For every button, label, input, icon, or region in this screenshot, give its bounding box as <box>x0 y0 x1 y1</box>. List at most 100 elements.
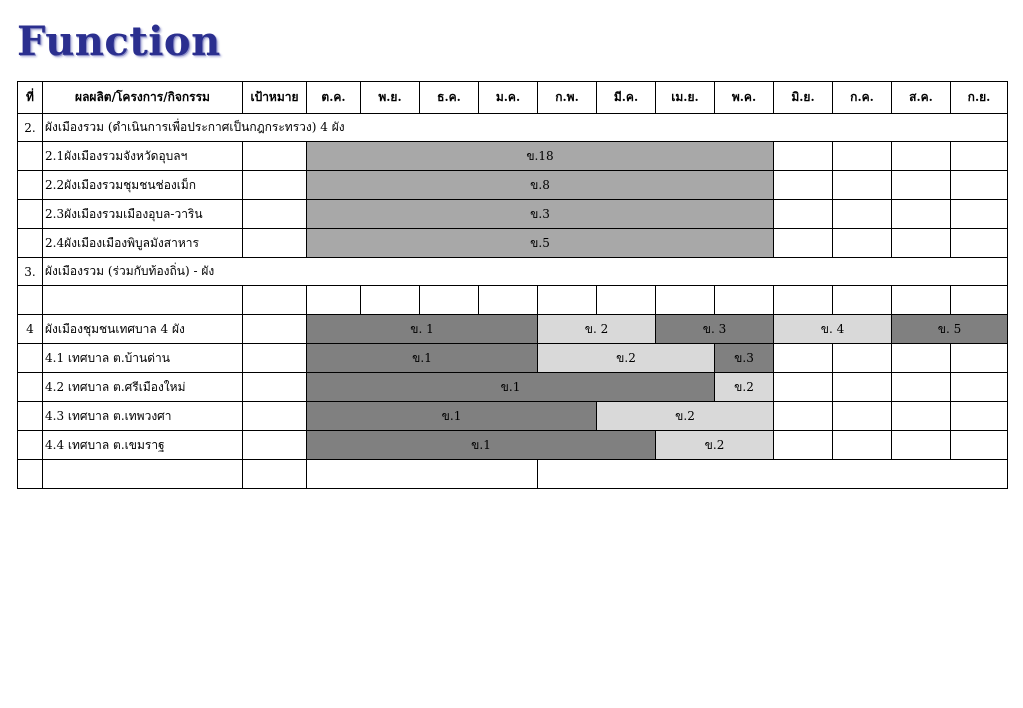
empty-cell <box>773 285 833 315</box>
table-row <box>17 285 1008 315</box>
empty-cell <box>773 170 833 200</box>
empty-cell <box>306 285 361 315</box>
empty-cell <box>17 199 43 229</box>
table-row: 4.4 เทศบาล ต.เขมราฐ ข.1 ข.2 <box>17 430 1008 460</box>
header-month: ก.ค. <box>832 81 892 114</box>
timeline-bar: ข.1 <box>306 430 656 460</box>
row-label: 2.1ผังเมืองรวมจังหวัดอุบลฯ <box>42 141 243 171</box>
table-row: 4.2 เทศบาล ต.ศรีเมืองใหม่ ข.1 ข.2 <box>17 372 1008 402</box>
empty-cell <box>242 285 307 315</box>
empty-cell <box>891 228 951 258</box>
empty-cell <box>832 430 892 460</box>
header-row: ที่ ผลผลิต/โครงการ/กิจกรรม เป้าหมาย ต.ค.… <box>17 81 1008 114</box>
empty-cell <box>891 170 951 200</box>
timeline-bar: ข.3 <box>714 343 774 373</box>
empty-cell <box>42 459 243 489</box>
empty-cell <box>419 285 479 315</box>
timeline-bar: ข. 5 <box>891 314 1008 344</box>
table-row: 2.3ผังเมืองรวมเมืองอุบล-วาริน ข.3 <box>17 199 1008 229</box>
section-label: ผังเมืองรวม (ดำเนินการเพื่อประกาศเป็นกฎก… <box>42 113 1008 142</box>
empty-cell <box>306 459 538 489</box>
empty-cell <box>714 285 774 315</box>
header-month: ต.ค. <box>306 81 361 114</box>
empty-cell <box>950 285 1008 315</box>
timeline-bar: ข.1 <box>306 343 538 373</box>
timeline-bar: ข.2 <box>714 372 774 402</box>
target-cell <box>242 170 307 200</box>
header-month: ก.ย. <box>950 81 1008 114</box>
timeline-bar: ข. 2 <box>537 314 656 344</box>
timeline-bar: ข.3 <box>306 199 774 229</box>
empty-cell <box>891 401 951 431</box>
empty-cell <box>950 430 1008 460</box>
header-no: ที่ <box>17 81 43 114</box>
empty-cell <box>773 401 833 431</box>
empty-cell <box>950 141 1008 171</box>
row-label: 4.1 เทศบาล ต.บ้านด่าน <box>42 343 243 373</box>
target-cell <box>242 401 307 431</box>
timeline-bar: ข.5 <box>306 228 774 258</box>
timeline-bar: ข.2 <box>596 401 774 431</box>
timeline-bar: ข.2 <box>537 343 715 373</box>
empty-cell <box>891 372 951 402</box>
section-number: 3. <box>17 257 43 286</box>
empty-cell <box>537 459 1008 489</box>
header-month: มี.ค. <box>596 81 656 114</box>
empty-cell <box>655 285 715 315</box>
timeline-bar: ข.18 <box>306 141 774 171</box>
target-cell <box>242 430 307 460</box>
header-month: ส.ค. <box>891 81 951 114</box>
target-cell <box>242 199 307 229</box>
empty-cell <box>17 372 43 402</box>
empty-cell <box>773 430 833 460</box>
empty-cell <box>596 285 656 315</box>
empty-cell <box>832 401 892 431</box>
empty-cell <box>17 170 43 200</box>
row-label: 4.2 เทศบาล ต.ศรีเมืองใหม่ <box>42 372 243 402</box>
empty-cell <box>950 228 1008 258</box>
empty-cell <box>773 343 833 373</box>
empty-cell <box>950 199 1008 229</box>
empty-cell <box>950 343 1008 373</box>
empty-cell <box>950 401 1008 431</box>
header-month: มิ.ย. <box>773 81 833 114</box>
header-target: เป้าหมาย <box>242 81 307 114</box>
empty-cell <box>17 343 43 373</box>
empty-cell <box>891 343 951 373</box>
empty-cell <box>17 141 43 171</box>
empty-cell <box>773 199 833 229</box>
header-month: ม.ค. <box>478 81 538 114</box>
empty-cell <box>773 372 833 402</box>
empty-cell <box>17 459 43 489</box>
header-item: ผลผลิต/โครงการ/กิจกรรม <box>42 81 243 114</box>
row-label: 4.3 เทศบาล ต.เทพวงศา <box>42 401 243 431</box>
empty-cell <box>950 372 1008 402</box>
row-label: 4.4 เทศบาล ต.เขมราฐ <box>42 430 243 460</box>
timeline-bar: ข.2 <box>655 430 774 460</box>
empty-cell <box>832 170 892 200</box>
empty-cell <box>17 401 43 431</box>
row-label: 2.3ผังเมืองรวมเมืองอุบล-วาริน <box>42 199 243 229</box>
empty-cell <box>832 343 892 373</box>
empty-cell <box>773 228 833 258</box>
schedule-table: ที่ ผลผลิต/โครงการ/กิจกรรม เป้าหมาย ต.ค.… <box>17 81 1008 489</box>
empty-cell <box>832 228 892 258</box>
empty-cell <box>891 199 951 229</box>
empty-cell <box>891 285 951 315</box>
section-label: ผังเมืองรวม (ร่วมกับท้องถิ่น) - ผัง <box>42 257 1008 286</box>
section-number: 2. <box>17 113 43 142</box>
empty-cell <box>17 430 43 460</box>
row-label: 2.2ผังเมืองรวมชุมชนช่องเม็ก <box>42 170 243 200</box>
table-row: 4.3 เทศบาล ต.เทพวงศา ข.1 ข.2 <box>17 401 1008 431</box>
empty-cell <box>891 430 951 460</box>
empty-cell <box>832 372 892 402</box>
header-month: พ.ค. <box>714 81 774 114</box>
target-cell <box>242 343 307 373</box>
empty-cell <box>17 228 43 258</box>
header-month: เม.ย. <box>655 81 715 114</box>
timeline-bar: ข.8 <box>306 170 774 200</box>
section-label: ผังเมืองชุมชนเทศบาล 4 ผัง <box>42 314 243 344</box>
empty-cell <box>242 459 307 489</box>
empty-cell <box>537 285 597 315</box>
target-cell <box>242 314 307 344</box>
